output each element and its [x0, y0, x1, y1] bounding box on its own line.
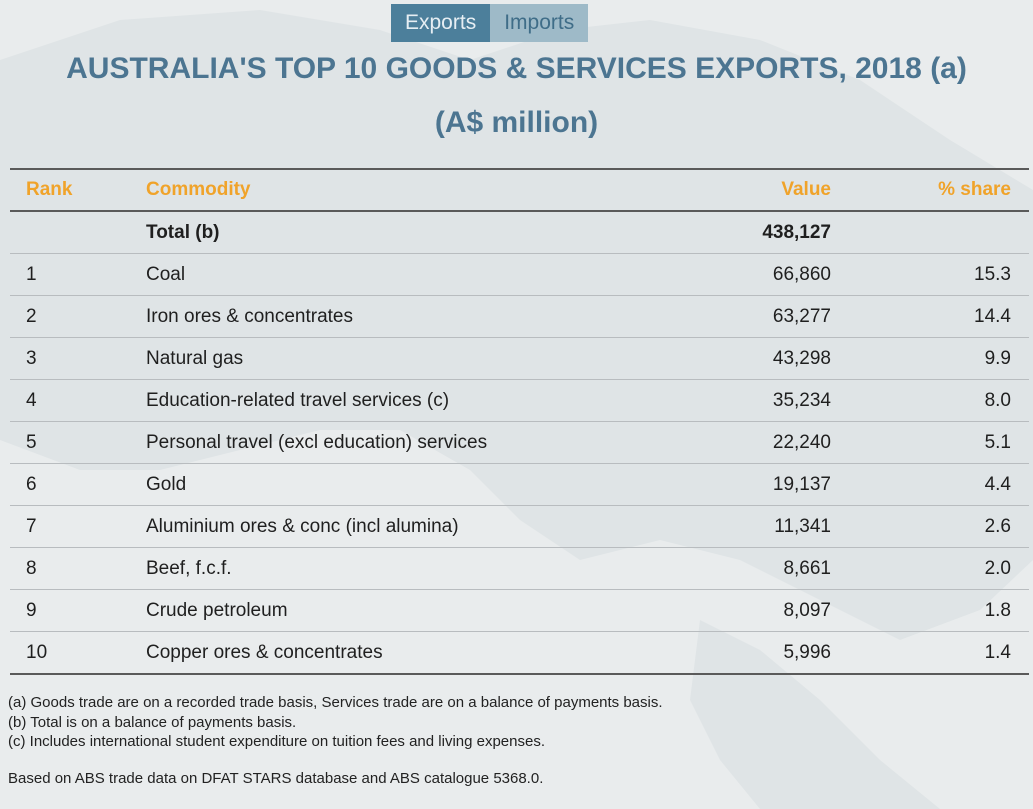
source-note: Based on ABS trade data on DFAT STARS da… — [8, 770, 544, 787]
table-row-total: Total (b) 438,127 — [10, 211, 1029, 254]
cell-value: 5,996 — [631, 631, 831, 675]
cell-commodity: Iron ores & concentrates — [146, 295, 631, 338]
column-header-rank: Rank — [26, 179, 73, 200]
cell-commodity: Crude petroleum — [146, 589, 631, 632]
cell-rank — [10, 211, 146, 254]
table-row: 5 Personal travel (excl education) servi… — [10, 421, 1029, 464]
cell-commodity: Personal travel (excl education) service… — [146, 421, 631, 464]
cell-rank: 5 — [10, 421, 146, 464]
cell-commodity: Coal — [146, 253, 631, 296]
cell-rank: 4 — [10, 379, 146, 422]
footnote-a: (a) Goods trade are on a recorded trade … — [8, 694, 663, 711]
table-row: 8 Beef, f.c.f. 8,661 2.0 — [10, 547, 1029, 590]
table-row: 10 Copper ores & concentrates 5,996 1.4 — [10, 631, 1029, 675]
column-header-share: % share — [938, 179, 1011, 200]
cell-share: 1.4 — [831, 631, 1029, 675]
cell-share — [831, 211, 1029, 254]
cell-rank: 9 — [10, 589, 146, 632]
table-header-row: Rank Commodity Value % share — [10, 169, 1029, 211]
cell-commodity: Total (b) — [146, 211, 631, 254]
table-row: 7 Aluminium ores & conc (incl alumina) 1… — [10, 505, 1029, 548]
table-row: 1 Coal 66,860 15.3 — [10, 253, 1029, 296]
cell-share: 14.4 — [831, 295, 1029, 338]
page-title: AUSTRALIA'S TOP 10 GOODS & SERVICES EXPO… — [66, 52, 967, 85]
cell-value: 66,860 — [631, 253, 831, 296]
cell-value: 43,298 — [631, 337, 831, 380]
table-row: 6 Gold 19,137 4.4 — [10, 463, 1029, 506]
table-row: 4 Education-related travel services (c) … — [10, 379, 1029, 422]
cell-value: 35,234 — [631, 379, 831, 422]
cell-commodity: Aluminium ores & conc (incl alumina) — [146, 505, 631, 548]
view-tabs: Exports Imports — [391, 4, 589, 42]
footnote-b: (b) Total is on a balance of payments ba… — [8, 713, 297, 731]
cell-rank: 3 — [10, 337, 146, 380]
table-row: 2 Iron ores & concentrates 63,277 14.4 — [10, 295, 1029, 338]
cell-value: 8,097 — [631, 589, 831, 632]
cell-share: 2.0 — [831, 547, 1029, 590]
footnotes: (a) Goods trade are on a recorded trade … — [8, 693, 663, 752]
cell-share: 2.6 — [831, 505, 1029, 548]
cell-share: 1.8 — [831, 589, 1029, 632]
cell-commodity: Gold — [146, 463, 631, 506]
tab-exports[interactable]: Exports — [391, 4, 491, 42]
cell-rank: 2 — [10, 295, 146, 338]
cell-rank: 6 — [10, 463, 146, 506]
table-row: 3 Natural gas 43,298 9.9 — [10, 337, 1029, 380]
column-header-value: Value — [781, 179, 831, 200]
cell-value: 19,137 — [631, 463, 831, 506]
footnote-c: (c) Includes international student expen… — [8, 733, 546, 750]
cell-rank: 10 — [10, 631, 146, 675]
cell-commodity: Beef, f.c.f. — [146, 547, 631, 590]
cell-share: 8.0 — [831, 379, 1029, 422]
page-subtitle: (A$ million) — [434, 106, 599, 139]
cell-rank: 1 — [10, 253, 146, 296]
table-row: 9 Crude petroleum 8,097 1.8 — [10, 589, 1029, 632]
cell-share: 5.1 — [831, 421, 1029, 464]
column-header-commodity: Commodity — [146, 179, 251, 200]
cell-commodity: Education-related travel services (c) — [146, 379, 631, 422]
cell-commodity: Copper ores & concentrates — [146, 631, 631, 675]
exports-table: Rank Commodity Value % share Total (b) 4… — [10, 168, 1029, 675]
cell-value: 438,127 — [631, 211, 831, 254]
tab-imports[interactable]: Imports — [490, 4, 589, 42]
cell-share: 4.4 — [831, 463, 1029, 506]
cell-value: 8,661 — [631, 547, 831, 590]
cell-value: 22,240 — [631, 421, 831, 464]
cell-value: 11,341 — [631, 505, 831, 548]
cell-share: 15.3 — [831, 253, 1029, 296]
cell-share: 9.9 — [831, 337, 1029, 380]
cell-rank: 8 — [10, 547, 146, 590]
cell-rank: 7 — [10, 505, 146, 548]
cell-value: 63,277 — [631, 295, 831, 338]
cell-commodity: Natural gas — [146, 337, 631, 380]
